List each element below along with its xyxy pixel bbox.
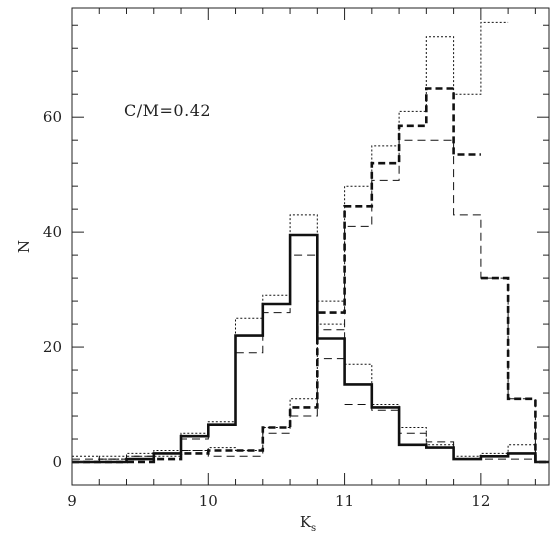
histogram-series-dotted-thin-7-0 (72, 214, 345, 463)
y-tick-label: 60 (43, 108, 62, 126)
x-tick-label: 12 (471, 492, 490, 510)
x-axis-label-main: K (300, 513, 312, 531)
y-tick-label: 40 (43, 223, 62, 241)
ticks-layer: 9 10 11 12 0 20 40 60 (43, 8, 549, 510)
y-axis-label: N (15, 240, 33, 253)
x-axis-label: Ks (300, 513, 316, 534)
histogram-series-dashed-thick-1-0 (72, 87, 481, 464)
x-tick-label: 9 (67, 492, 77, 510)
histogram-series-dotted-thin-5-0 (344, 363, 549, 463)
histogram-series-dashed-thin-8-0 (72, 254, 345, 463)
x-tick-label: 11 (335, 492, 354, 510)
histogram-series-solid-thick-0-0 (72, 233, 549, 464)
histogram-series-dashed-thin-6-0 (344, 404, 549, 463)
histogram-series-dashed-thick-4-0 (480, 276, 549, 464)
x-tick-label: 10 (199, 492, 218, 510)
annotation-text: C/M=0.42 (124, 101, 211, 120)
x-axis-label-subscript: s (311, 523, 316, 534)
histogram-series-dashed-thin-3-0 (72, 139, 549, 463)
y-tick-label: 20 (43, 338, 62, 356)
y-tick-label: 0 (52, 453, 62, 471)
series-layer (72, 21, 549, 464)
plot-frame (71, 7, 550, 486)
histogram-series-dotted-thin-2-0 (72, 21, 509, 460)
